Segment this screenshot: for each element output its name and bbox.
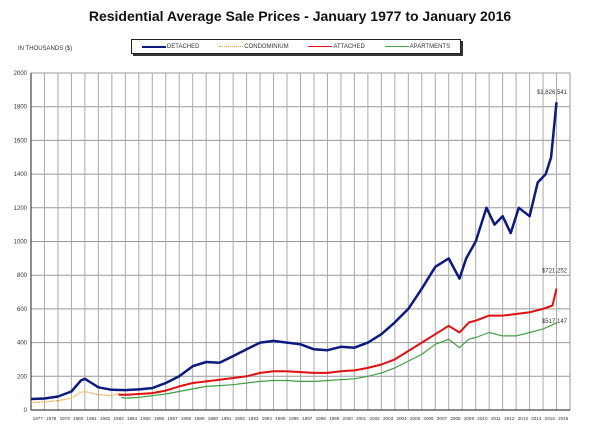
legend-label: DETACHED	[166, 43, 200, 50]
x-tick-label: 1992	[235, 416, 246, 421]
series-line-condominium	[30, 390, 121, 404]
x-tick-label: 1998	[316, 416, 327, 421]
x-tick-label: 1985	[140, 416, 151, 421]
series-line-detached	[30, 102, 558, 401]
x-tick-label: 1990	[208, 416, 219, 421]
x-tick-label: 2008	[450, 416, 461, 421]
y-tick-label: 200	[17, 374, 28, 380]
y-axis-label: IN THOUSANDS ($)	[18, 46, 73, 52]
x-tick-label: 2015	[545, 416, 556, 421]
chart-title: Residential Average Sale Prices - Januar…	[88, 8, 512, 24]
x-tick-label: 1995	[275, 416, 286, 421]
x-tick-label: 1984	[127, 416, 138, 421]
data-label: $1,826,541	[537, 90, 568, 96]
x-tick-label: 1980	[73, 416, 84, 421]
series-line-attached	[118, 288, 558, 396]
legend-entry-apartments: APARTMENTS	[384, 43, 451, 50]
x-tick-label: 1989	[194, 416, 205, 421]
x-tick-label: 1994	[262, 416, 273, 421]
x-tick-label: 1991	[221, 416, 232, 421]
legend: DETACHED CONDOMINIUM ATTACHED APARTMENTS	[131, 39, 461, 54]
x-tick-label: 1996	[289, 416, 300, 421]
series-line-apartments	[121, 322, 557, 399]
legend-swatch	[384, 46, 409, 47]
legend-swatch	[219, 46, 244, 47]
x-tick-label: 1981	[87, 416, 98, 421]
y-tick-label: 1600	[14, 138, 28, 144]
x-tick-label: 1977	[33, 416, 44, 421]
y-tick-label: 0	[24, 408, 28, 414]
x-tick-label: 2010	[477, 416, 488, 421]
x-tick-label: 2014	[531, 416, 542, 421]
y-tick-label: 1200	[14, 206, 28, 212]
x-tick-label: 1978	[46, 416, 57, 421]
legend-entry-detached: DETACHED	[141, 43, 200, 50]
data-label: $517,147	[542, 319, 568, 325]
x-tick-label: 2003	[383, 416, 394, 421]
x-tick-label: 2012	[504, 416, 515, 421]
y-tick-label: 2000	[14, 71, 28, 77]
data-label: $721,252	[542, 269, 568, 275]
x-tick-label: 1988	[181, 416, 192, 421]
x-tick-label: 2009	[464, 416, 475, 421]
legend-label: APARTMENTS	[409, 43, 451, 50]
x-tick-label: 1986	[154, 416, 165, 421]
y-tick-label: 800	[17, 273, 28, 279]
x-tick-label: 2013	[518, 416, 529, 421]
y-tick-label: 400	[17, 341, 28, 347]
x-tick-label: 2002	[369, 416, 380, 421]
x-tick-label: 2007	[437, 416, 448, 421]
x-tick-label: 1983	[113, 416, 124, 421]
x-tick-label: 1997	[302, 416, 313, 421]
x-tick-label: 1987	[167, 416, 178, 421]
x-tick-label: 2006	[423, 416, 434, 421]
legend-entry-condominium: CONDOMINIUM	[219, 43, 289, 50]
x-tick-label: 2004	[396, 416, 407, 421]
x-tick-label: 1999	[329, 416, 340, 421]
y-tick-label: 1800	[14, 105, 28, 111]
x-tick-label: 2001	[356, 416, 367, 421]
x-tick-label: 1979	[60, 416, 71, 421]
legend-swatch	[141, 45, 166, 48]
y-tick-label: 1400	[14, 172, 28, 178]
y-tick-label: 600	[17, 307, 28, 313]
x-tick-label: 2000	[343, 416, 354, 421]
x-tick-label: 2016	[558, 416, 569, 421]
legend-swatch	[308, 46, 333, 47]
y-tick-label: 1000	[14, 240, 28, 246]
x-tick-label: 2005	[410, 416, 421, 421]
legend-label: CONDOMINIUM	[244, 43, 289, 50]
legend-entry-attached: ATTACHED	[308, 43, 365, 50]
legend-label: ATTACHED	[333, 43, 365, 50]
x-tick-label: 2011	[491, 416, 501, 421]
x-tick-label: 1982	[100, 416, 111, 421]
x-tick-label: 1993	[248, 416, 259, 421]
